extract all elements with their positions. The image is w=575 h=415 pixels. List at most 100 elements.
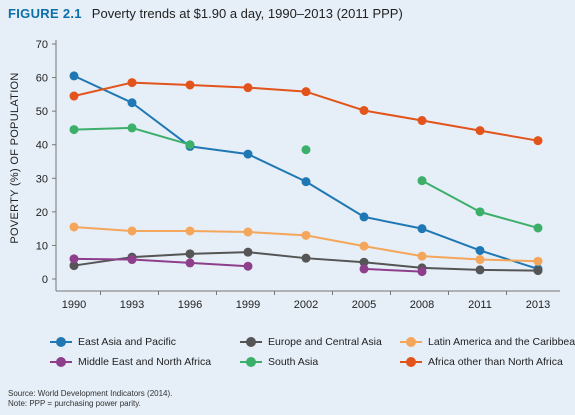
figure-title: Poverty trends at $1.90 a day, 1990–2013…	[91, 6, 403, 21]
x-tick-label: 2011	[468, 299, 492, 311]
x-tick-label: 1996	[178, 299, 202, 311]
data-point	[475, 255, 485, 265]
y-axis-label: POVERTY (%) OF POPULATION	[9, 72, 21, 243]
data-point	[301, 177, 311, 187]
data-point	[475, 126, 485, 136]
data-point	[185, 226, 195, 236]
data-point	[301, 145, 311, 155]
data-point	[185, 258, 195, 268]
data-point	[533, 136, 543, 146]
legend-swatch	[240, 357, 262, 367]
data-point	[417, 116, 427, 126]
data-point	[127, 255, 137, 265]
data-point	[69, 261, 79, 271]
source-line: Source: World Development Indicators (20…	[8, 389, 173, 398]
data-point	[243, 227, 253, 237]
series-0	[69, 71, 543, 274]
legend-label: South Asia	[268, 356, 319, 368]
data-point	[533, 223, 543, 233]
source-note: Source: World Development Indicators (20…	[8, 389, 172, 409]
data-point	[127, 226, 137, 236]
data-point	[417, 176, 427, 186]
x-tick-label: 2008	[410, 299, 434, 311]
x-tick-label: 2002	[294, 299, 318, 311]
legend-item: Latin America and the Caribbean	[400, 336, 575, 348]
data-point	[243, 247, 253, 257]
data-point	[359, 212, 369, 222]
chart-legend: East Asia and Pacific Europe and Central …	[50, 336, 575, 368]
x-tick-label: 1990	[62, 299, 86, 311]
legend-item: Middle East and North Africa	[50, 356, 240, 368]
legend-label: East Asia and Pacific	[78, 336, 177, 348]
data-point	[243, 83, 253, 93]
data-point	[69, 71, 79, 81]
data-point	[359, 257, 369, 267]
legend-label: Middle East and North Africa	[78, 356, 212, 368]
series-line	[73, 74, 539, 270]
legend-swatch	[50, 357, 72, 367]
data-point	[127, 123, 137, 133]
legend-item: Africa other than North Africa	[400, 356, 570, 368]
y-tick-label: 40	[36, 140, 48, 152]
data-point	[475, 207, 485, 217]
y-tick-label: 70	[36, 39, 48, 51]
y-tick-label: 50	[36, 106, 48, 118]
data-point	[475, 265, 485, 275]
data-point	[417, 267, 427, 277]
y-tick-label: 20	[36, 207, 48, 219]
x-tick-label: 1999	[236, 299, 260, 311]
data-point	[301, 230, 311, 240]
series-line	[363, 267, 423, 273]
x-tick-label: 2013	[526, 299, 550, 311]
data-point	[475, 245, 485, 255]
data-point	[417, 251, 427, 261]
chart-ticks: 0 10 20 30 40 50 60 70 1990 1993 1996 1999 2002 2005 2…	[36, 39, 550, 311]
series-5	[69, 78, 543, 146]
legend-swatch	[50, 337, 72, 347]
data-point	[359, 264, 369, 274]
y-tick-label: 30	[36, 173, 48, 185]
series-2	[69, 222, 543, 266]
legend-swatch	[400, 337, 422, 347]
legend-swatch	[400, 357, 422, 367]
series-line	[73, 257, 249, 268]
legend-item: Europe and Central Asia	[240, 336, 400, 348]
data-point	[69, 222, 79, 232]
series-3	[69, 254, 427, 277]
legend-item: East Asia and Pacific	[50, 336, 240, 348]
series-1	[69, 247, 543, 276]
data-point	[533, 256, 543, 266]
data-point	[69, 125, 79, 135]
data-point	[185, 140, 195, 150]
figure-header: FIGURE 2.1 Poverty trends at $1.90 a day…	[8, 6, 403, 26]
series-line	[421, 179, 539, 229]
y-tick-label: 10	[36, 240, 48, 252]
data-point	[185, 249, 195, 259]
x-tick-label: 1993	[120, 299, 144, 311]
legend-label: Africa other than North Africa	[428, 356, 563, 368]
data-point	[359, 241, 369, 251]
legend-item: South Asia	[240, 356, 400, 368]
y-tick-label: 60	[36, 73, 48, 85]
figure-label: FIGURE 2.1	[8, 6, 82, 21]
legend-label: Latin America and the Caribbean	[428, 336, 575, 348]
data-point	[301, 87, 311, 97]
data-point	[185, 80, 195, 90]
data-point	[359, 105, 369, 115]
legend-swatch	[240, 337, 262, 347]
chart-series	[69, 71, 543, 277]
legend-label: Europe and Central Asia	[268, 336, 382, 348]
data-point	[127, 78, 137, 88]
data-point	[243, 261, 253, 271]
x-tick-label: 2005	[352, 299, 376, 311]
data-point	[69, 91, 79, 101]
data-point	[417, 224, 427, 234]
data-point	[243, 149, 253, 159]
data-point	[127, 98, 137, 108]
series-4	[69, 123, 543, 233]
data-point	[301, 253, 311, 263]
line-chart: 0 10 20 30 40 50 60 70 1990 1993 1996 1999 2002 2005 2…	[9, 39, 560, 311]
chart-axes	[55, 40, 560, 292]
note-line: Note: PPP = purchasing power parity.	[8, 399, 141, 408]
